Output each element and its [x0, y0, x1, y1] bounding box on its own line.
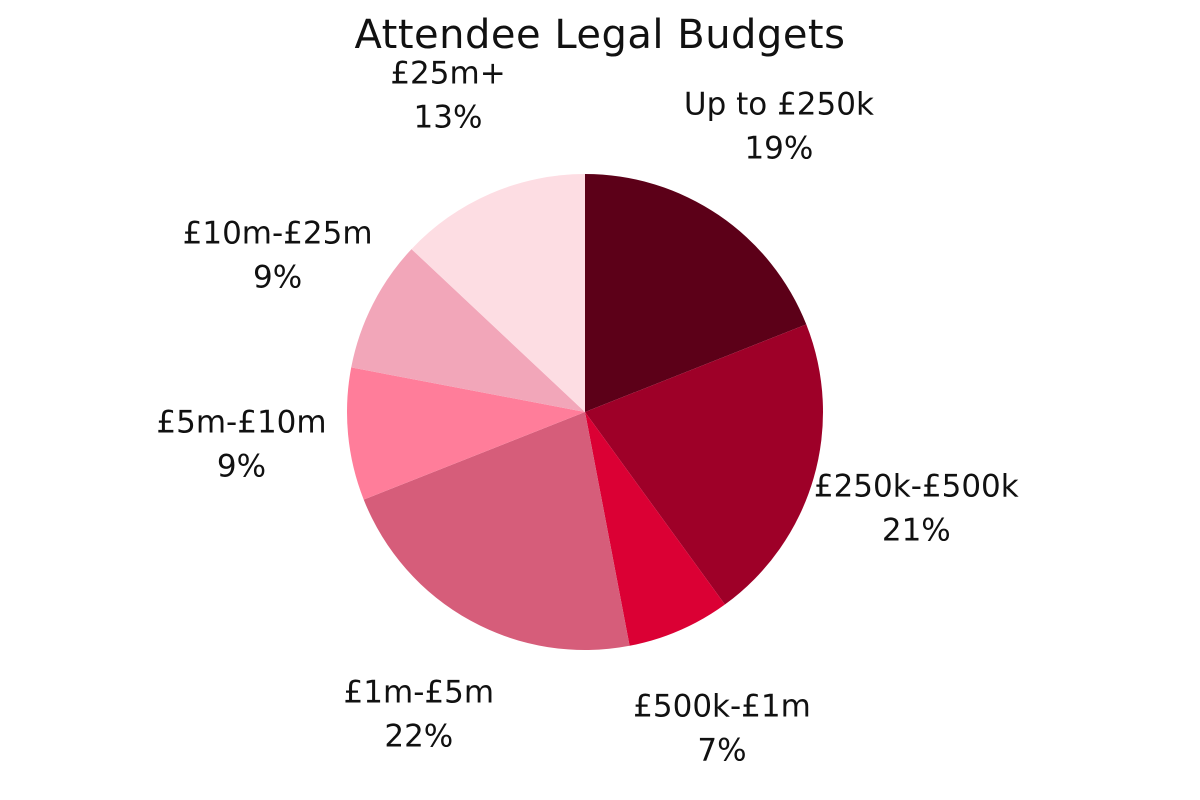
slice-category-label: £25m+	[390, 55, 505, 91]
slice-category-label: £10m-£25m	[183, 215, 373, 251]
pie-slices	[347, 174, 824, 650]
slice-percent-label: 21%	[882, 512, 951, 548]
slice-percent-label: 9%	[253, 259, 302, 295]
slice-label-2: £500k-£1m 7%	[633, 689, 811, 769]
slice-label-5: £10m-£25m 9%	[183, 215, 373, 295]
pie-slice-2	[585, 412, 725, 646]
slice-label-0: Up to £250k 19%	[684, 87, 874, 167]
slice-category-label: Up to £250k	[684, 87, 874, 123]
pie-slice-0	[585, 174, 807, 412]
pie-slice-1	[585, 324, 824, 605]
chart-title: Attendee Legal Budgets	[354, 12, 846, 58]
slice-label-3: £1m-£5m 22%	[344, 674, 494, 754]
slice-label-1: £250k-£500k 21%	[814, 468, 1019, 548]
slice-percent-label: 9%	[217, 449, 266, 485]
slice-percent-label: 7%	[697, 733, 746, 769]
slice-category-label: £250k-£500k	[814, 468, 1019, 504]
pie-slice-4	[347, 367, 585, 500]
slice-percent-label: 19%	[744, 131, 813, 167]
pie-slice-6	[411, 174, 585, 412]
pie-slice-3	[363, 412, 630, 650]
pie-slice-5	[351, 249, 585, 412]
pie-labels: Up to £250k19%£250k-£500k21%£500k-£1m7%£…	[156, 55, 1018, 768]
slice-percent-label: 13%	[414, 99, 483, 135]
slice-label-6: £25m+ 13%	[390, 55, 505, 135]
slice-category-label: £1m-£5m	[344, 674, 494, 710]
slice-label-4: £5m-£10m 9%	[156, 405, 326, 485]
slice-percent-label: 22%	[384, 718, 453, 754]
slice-category-label: £500k-£1m	[633, 689, 811, 725]
slice-category-label: £5m-£10m	[156, 405, 326, 441]
